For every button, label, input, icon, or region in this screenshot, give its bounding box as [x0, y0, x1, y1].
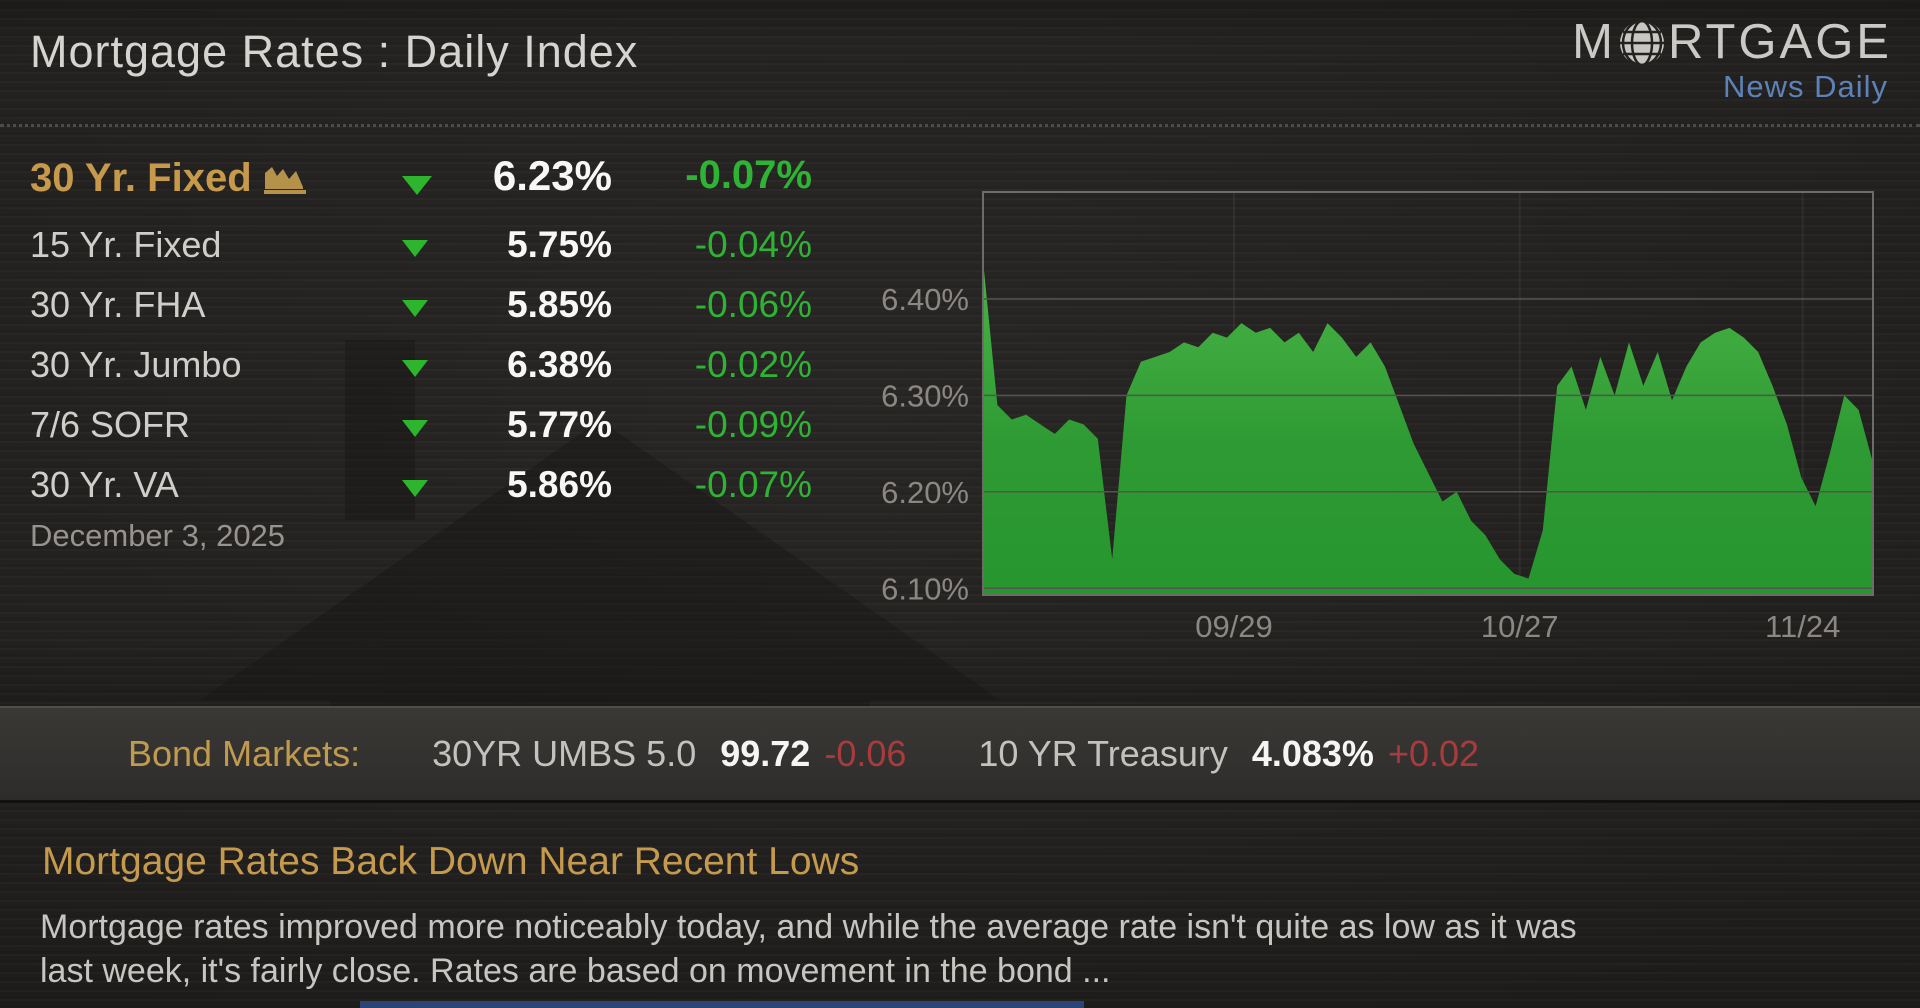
rate-value: 6.23% [492, 152, 612, 199]
brand-logo-part2: RTGAGE [1667, 15, 1892, 69]
rate-change: -0.06% [694, 284, 812, 325]
rate-row-15yr-fixed[interactable]: 15 Yr. Fixed 5.75% -0.04% [0, 224, 830, 274]
rate-label: 15 Yr. Fixed [30, 224, 222, 265]
bottom-blue-strip [360, 1001, 1084, 1008]
rate-row-76-sofr[interactable]: 7/6 SOFR 5.77% -0.09% [0, 404, 830, 454]
rate-value: 5.75% [507, 224, 612, 265]
brand-logo-word: M RTGAGE [1572, 18, 1892, 67]
bond-markets-label: Bond Markets: [128, 733, 361, 774]
rate-label: 30 Yr. FHA [30, 284, 206, 325]
rate-row-30yr-fha[interactable]: 30 Yr. FHA 5.85% -0.06% [0, 284, 830, 334]
down-triangle-icon [402, 240, 428, 257]
down-triangle-icon [402, 360, 428, 377]
mini-chart-icon [263, 166, 306, 194]
x-tick-label: 11/24 [1765, 609, 1840, 644]
rate-row-30yr-va[interactable]: 30 Yr. VA 5.86% -0.07% [0, 464, 830, 514]
rates-date: December 3, 2025 [30, 518, 286, 553]
down-triangle-icon [402, 480, 428, 497]
plot-border [982, 191, 1874, 596]
rate-value: 6.38% [507, 344, 612, 385]
x-tick-label: 09/29 [1195, 609, 1273, 644]
header-divider [0, 124, 1920, 127]
bond-item-change: -0.06 [824, 733, 907, 774]
rate-label: 30 Yr. VA [30, 464, 179, 505]
rate-row-30yr-jumbo[interactable]: 30 Yr. Jumbo 6.38% -0.02% [0, 344, 830, 394]
rate-value: 5.86% [507, 464, 612, 505]
rate-change: -0.02% [694, 344, 812, 385]
rate-change: -0.04% [694, 224, 812, 265]
bond-item-value: 99.72 [720, 733, 811, 774]
article-body: Mortgage rates improved more noticeably … [40, 908, 1577, 990]
rate-chart: 6.40% 6.30% 6.20% 6.10% 09/29 10/27 11/24 [868, 170, 1920, 660]
globe-icon [1619, 19, 1664, 66]
y-tick-label: 6.20% [881, 475, 969, 510]
rate-label: 7/6 SOFR [30, 404, 191, 445]
area-series [983, 260, 1873, 595]
rate-row-30yr-fixed[interactable]: 30 Yr. Fixed 6.23% -0.07% [0, 152, 830, 206]
rate-label: 30 Yr. Fixed [30, 156, 308, 201]
gridlines [983, 298, 1873, 590]
rate-change: -0.09% [694, 404, 812, 445]
bond-item-name: 30YR UMBS 5.0 [432, 733, 697, 774]
x-axis-labels: 09/29 10/27 11/24 [1195, 609, 1840, 644]
y-tick-label: 6.10% [881, 571, 969, 606]
bond-item-value: 4.083% [1251, 733, 1374, 774]
y-tick-label: 6.30% [881, 378, 969, 413]
down-triangle-icon [402, 420, 428, 437]
rate-label: 30 Yr. Jumbo [30, 344, 242, 385]
y-tick-label: 6.40% [881, 282, 969, 317]
rate-chart-svg: 6.40% 6.30% 6.20% 6.10% 09/29 10/27 11/24 [881, 191, 1874, 644]
down-triangle-icon [402, 300, 428, 317]
rate-change: -0.07% [694, 464, 812, 505]
brand-logo-subtitle: News Daily [1722, 69, 1888, 104]
rate-value: 5.85% [507, 284, 612, 325]
page-title: Mortgage Rates : Daily Index [30, 26, 639, 77]
x-tick-label: 10/27 [1481, 609, 1559, 644]
brand-logo-part1: M [1572, 15, 1616, 69]
bond-item-change: +0.02 [1387, 733, 1480, 774]
y-axis-labels: 6.40% 6.30% 6.20% 6.10% [881, 282, 969, 606]
bond-item-name: 10 YR Treasury [978, 733, 1228, 774]
down-triangle-icon [402, 176, 432, 195]
rate-value: 5.77% [507, 404, 612, 445]
rate-change: -0.07% [685, 153, 812, 197]
article-headline[interactable]: Mortgage Rates Back Down Near Recent Low… [42, 840, 860, 883]
bond-markets-bar: Bond Markets: 30YR UMBS 5.0 99.72 -0.06 … [0, 706, 1920, 803]
brand-logo[interactable]: M RTGAGE News Daily [1572, 18, 1892, 105]
